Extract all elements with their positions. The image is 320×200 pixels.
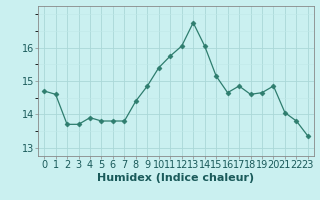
X-axis label: Humidex (Indice chaleur): Humidex (Indice chaleur) [97,173,255,183]
